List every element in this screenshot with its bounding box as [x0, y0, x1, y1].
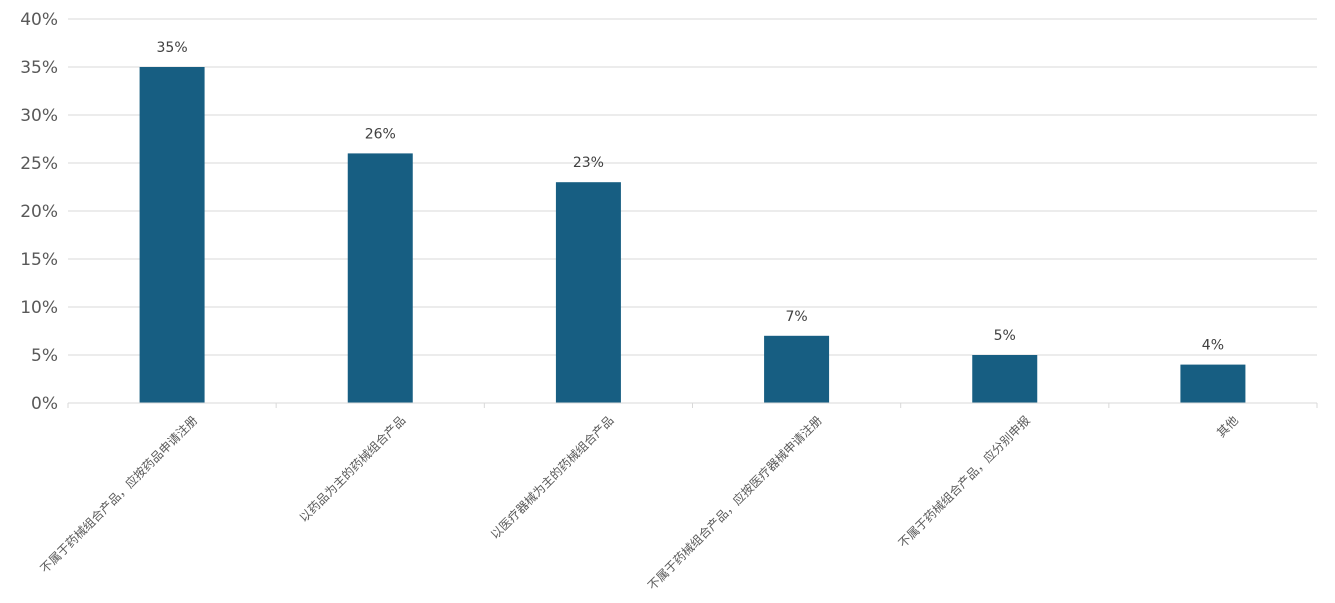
- y-tick-label: 40%: [20, 10, 58, 30]
- y-tick-label: 0%: [31, 394, 58, 414]
- bar: [347, 153, 413, 403]
- gridlines: [68, 18, 1317, 356]
- y-tick-label: 25%: [20, 154, 58, 174]
- data-label: 4%: [1202, 338, 1224, 354]
- x-axis-category-labels: 不属于药械组合产品，应按药品申请注册 以药品为主的药械组合产品 以医疗器械为主的药械…: [37, 413, 1241, 593]
- bar: [555, 182, 621, 403]
- bar: [139, 67, 205, 403]
- x-category-label: 不属于药械组合产品，应分别申报: [895, 413, 1033, 551]
- y-tick-label: 15%: [20, 250, 58, 270]
- data-label: 35%: [157, 40, 188, 56]
- x-category-label: 其他: [1214, 413, 1241, 440]
- bar: [972, 355, 1038, 403]
- data-label: 7%: [785, 309, 807, 325]
- x-category-label: 不属于药械组合产品，应按药品申请注册: [37, 413, 200, 576]
- bar: [1180, 364, 1246, 403]
- x-category-label: 以药品为主的药械组合产品: [296, 413, 408, 525]
- x-category-label: 不属于药械组合产品，应按医疗器械申请注册: [644, 413, 824, 593]
- x-category-label: 以医疗器械为主的药械组合产品: [487, 413, 616, 542]
- data-label: 5%: [994, 328, 1016, 344]
- y-tick-label: 20%: [20, 202, 58, 222]
- y-axis-tick-labels: 0% 5% 10% 15% 20% 25% 30% 35% 40%: [20, 10, 58, 414]
- bars: [139, 67, 1246, 403]
- y-tick-label: 30%: [20, 106, 58, 126]
- data-label: 23%: [573, 155, 604, 171]
- data-labels: 35% 26% 23% 7% 5% 4%: [157, 40, 1225, 354]
- bar: [764, 335, 830, 403]
- y-tick-label: 35%: [20, 58, 58, 78]
- data-label: 26%: [365, 126, 396, 142]
- y-tick-label: 10%: [20, 298, 58, 318]
- x-axis: [67, 402, 1318, 408]
- y-tick-label: 5%: [31, 346, 58, 366]
